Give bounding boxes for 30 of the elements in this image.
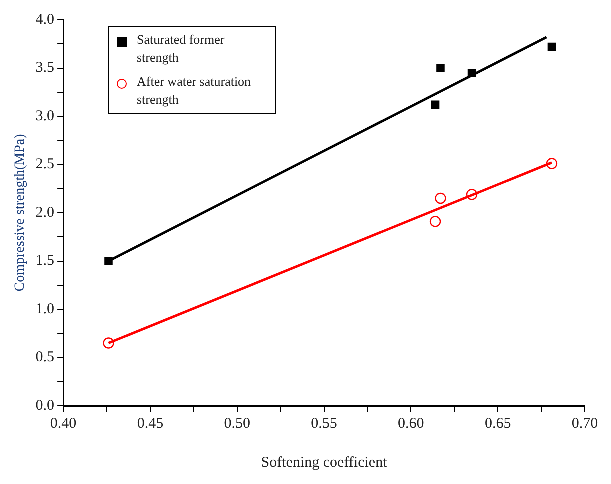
- x-tick-label: 0.50: [224, 416, 250, 432]
- legend-label: Saturated former strength: [137, 31, 226, 67]
- x-tick-label: 0.45: [137, 416, 164, 432]
- x-tick-label: 0.70: [572, 416, 598, 432]
- point: [430, 216, 442, 228]
- x-tick-label: 0.55: [311, 416, 338, 432]
- y-tick-label: 2.0: [36, 204, 55, 221]
- point: [104, 257, 113, 266]
- y-tick-label: 2.5: [36, 156, 55, 173]
- y-tick-label: 1.5: [36, 253, 55, 270]
- point: [436, 64, 445, 72]
- x-tick-label: 0.40: [50, 416, 77, 432]
- y-tick-label: 0.0: [36, 398, 55, 414]
- point: [466, 189, 478, 200]
- point: [103, 338, 114, 349]
- point: [548, 42, 556, 52]
- legend-label: After water saturation strength: [137, 73, 252, 109]
- x-tick-label: 0.65: [484, 416, 512, 432]
- point: [435, 192, 446, 204]
- y-tick-label: 3.0: [36, 108, 55, 124]
- y-tick-label: 3.5: [36, 60, 55, 76]
- y-tick-label: 1.0: [36, 301, 55, 318]
- point: [468, 68, 476, 78]
- y-axis-title: Compressive strength(MPa): [13, 134, 28, 292]
- x-tick-label: 0.60: [398, 416, 424, 432]
- point: [546, 158, 558, 170]
- x-axis-title: Softening coefficient: [261, 454, 388, 471]
- y-tick-label: 4.0: [36, 12, 55, 28]
- point: [431, 100, 440, 110]
- y-tick-label: 0.5: [36, 350, 55, 366]
